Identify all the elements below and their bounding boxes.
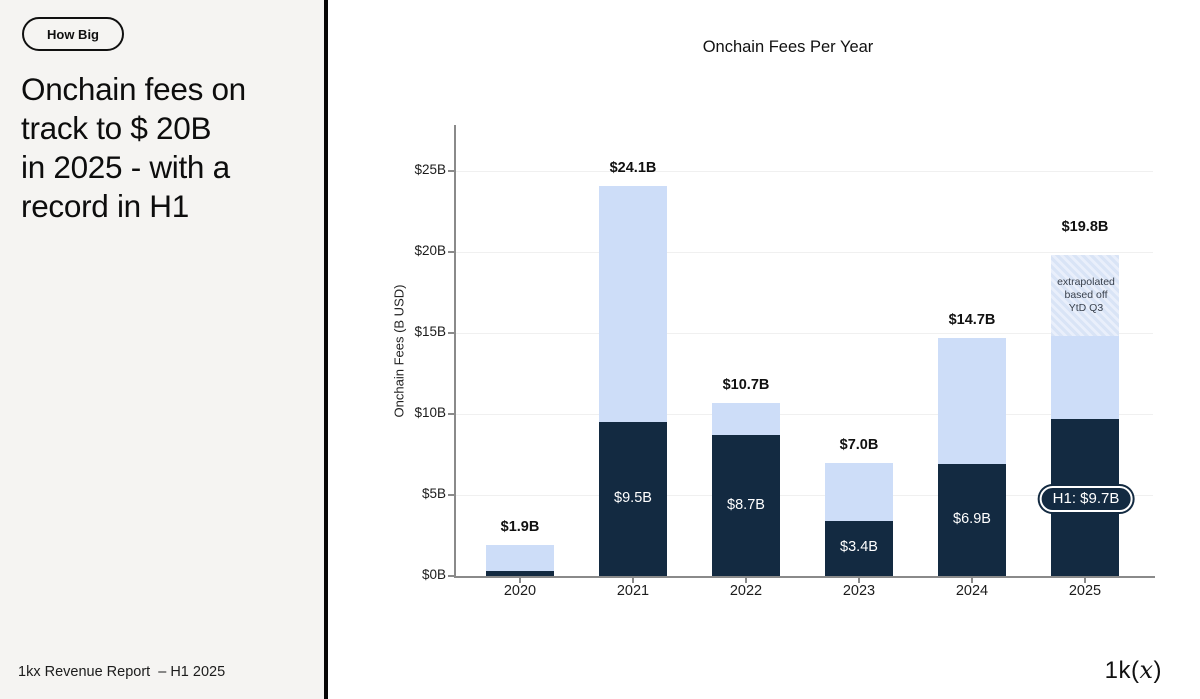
bar-dark-2020 [486, 571, 554, 576]
bar-dark-2023 [825, 520, 893, 576]
logo-x: x [1139, 656, 1154, 684]
left-panel: How Big Onchain fees on track to $ 20B i… [0, 0, 324, 699]
y-tick [448, 332, 454, 334]
total-label-2024: $14.7B [948, 311, 996, 328]
total-label-2025: $19.8B [1061, 219, 1109, 236]
inside-label-2024: $6.9B [953, 511, 991, 528]
bar-light-2021 [599, 185, 667, 423]
x-tick-2024 [971, 578, 973, 583]
y-axis [454, 125, 456, 576]
y-tick [448, 170, 454, 172]
extrapolated-note: extrapolated based off YtD Q3 [1057, 276, 1115, 314]
gridline [454, 251, 1153, 253]
total-label-2023: $7.0B [839, 436, 879, 453]
y-tick [448, 413, 454, 415]
x-tick-label-2020: 2020 [503, 583, 537, 599]
y-tick-label: $20B [414, 243, 446, 258]
bar-light-2025 [1051, 336, 1119, 419]
x-tick-2025 [1084, 578, 1086, 583]
bar-dark-2024 [938, 464, 1006, 576]
bar-dark-2021 [599, 422, 667, 576]
y-tick [448, 251, 454, 253]
y-tick-label: $0B [421, 567, 446, 582]
bar-light-2020 [486, 545, 554, 572]
y-tick-label: $25B [414, 162, 446, 177]
slide-title: Onchain fees on track to $ 20B in 2025 -… [21, 71, 246, 224]
y-tick [448, 494, 454, 496]
y-tick-label: $15B [414, 324, 446, 339]
bar-light-2022 [712, 402, 780, 436]
x-tick-2020 [519, 578, 521, 583]
x-tick-label-2021: 2021 [616, 583, 650, 599]
gridline [454, 413, 1153, 415]
bar-hatch-2025 [1051, 255, 1119, 337]
h1-callout-pill: H1: $9.7B [1039, 486, 1133, 512]
logo-1kx: 1k(x) [1105, 656, 1162, 685]
bar-light-2024 [938, 337, 1006, 465]
gridline [454, 332, 1153, 334]
x-tick-label-2024: 2024 [955, 583, 989, 599]
logo-pre: 1k( [1104, 657, 1140, 684]
x-tick-2022 [745, 578, 747, 583]
total-label-2022: $10.7B [722, 376, 770, 393]
y-tick-label: $10B [414, 405, 446, 420]
y-tick-label: $5B [421, 486, 446, 501]
total-label-2021: $24.1B [609, 159, 657, 176]
bar-light-2023 [825, 462, 893, 521]
y-tick [448, 575, 454, 577]
total-label-2020: $1.9B [500, 519, 540, 536]
vertical-divider [324, 0, 328, 699]
gridline [454, 494, 1153, 496]
inside-label-2021: $9.5B [614, 490, 652, 507]
inside-label-2022: $8.7B [727, 496, 765, 513]
x-tick-2021 [632, 578, 634, 583]
x-tick-2023 [858, 578, 860, 583]
x-axis [454, 576, 1155, 578]
how-big-badge: How Big [22, 17, 124, 51]
x-tick-label-2022: 2022 [729, 583, 763, 599]
logo-post: ) [1153, 657, 1162, 684]
footer-text: 1kx Revenue Report – H1 2025 [18, 664, 226, 680]
gridline [454, 170, 1153, 172]
x-tick-label-2025: 2025 [1068, 583, 1102, 599]
bar-dark-2022 [712, 435, 780, 576]
x-tick-label-2023: 2023 [842, 583, 876, 599]
inside-label-2023: $3.4B [840, 539, 878, 556]
chart-title: Onchain Fees Per Year [702, 38, 874, 56]
